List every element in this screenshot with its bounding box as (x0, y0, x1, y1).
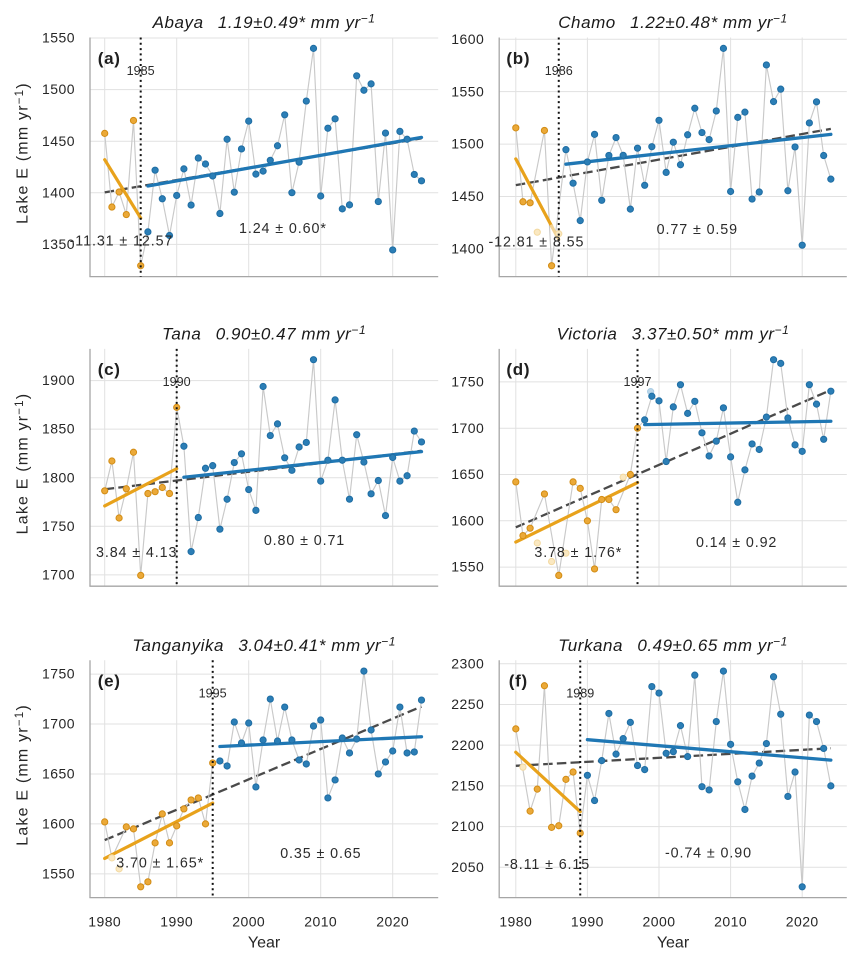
svg-text:Year: Year (248, 935, 281, 952)
svg-text:-12.81 ± 8.55: -12.81 ± 8.55 (488, 235, 584, 251)
svg-text:2200: 2200 (451, 737, 484, 753)
svg-text:1550: 1550 (451, 559, 484, 575)
svg-text:1400: 1400 (451, 241, 484, 257)
svg-text:0.35 ± 0.65: 0.35 ± 0.65 (280, 846, 361, 862)
svg-text:Turkana 0.49±0.65 mm yr−1: Turkana 0.49±0.65 mm yr−1 (558, 634, 788, 655)
svg-text:1500: 1500 (451, 136, 484, 152)
svg-text:2100: 2100 (451, 818, 484, 834)
svg-text:1600: 1600 (42, 815, 75, 831)
svg-text:1700: 1700 (42, 566, 75, 582)
svg-text:1550: 1550 (451, 83, 484, 99)
svg-text:2000: 2000 (643, 914, 676, 930)
svg-text:1600: 1600 (451, 512, 484, 528)
svg-text:1450: 1450 (42, 133, 75, 149)
svg-text:Tanganyika 3.04±0.41* mm yr−1: Tanganyika 3.04±0.41* mm yr−1 (132, 634, 396, 655)
svg-text:1450: 1450 (451, 188, 484, 204)
svg-text:1995: 1995 (199, 687, 227, 701)
svg-text:1700: 1700 (42, 716, 75, 732)
svg-text:1900: 1900 (42, 372, 75, 388)
svg-text:1650: 1650 (42, 766, 75, 782)
svg-text:2010: 2010 (714, 914, 747, 930)
svg-text:2150: 2150 (451, 777, 484, 793)
svg-text:1650: 1650 (451, 466, 484, 482)
svg-text:1985: 1985 (127, 64, 155, 78)
svg-text:2300: 2300 (451, 655, 484, 671)
svg-text:Abaya 1.19±0.49* mm yr−1: Abaya 1.19±0.49* mm yr−1 (152, 12, 376, 33)
svg-text:3.84 ± 4.13: 3.84 ± 4.13 (96, 545, 177, 561)
svg-text:1600: 1600 (451, 31, 484, 47)
svg-text:Chamo 1.22±0.48* mm yr−1: Chamo 1.22±0.48* mm yr−1 (558, 12, 788, 33)
svg-text:3.78 ± 1.76*: 3.78 ± 1.76* (534, 545, 622, 561)
svg-text:Tana 0.90±0.47 mm yr−1: Tana 0.90±0.47 mm yr−1 (162, 323, 366, 344)
svg-text:1986: 1986 (545, 64, 573, 78)
svg-text:1980: 1980 (499, 914, 532, 930)
svg-text:1980: 1980 (88, 914, 121, 930)
svg-text:1500: 1500 (42, 81, 75, 97)
svg-text:(c): (c) (98, 360, 121, 379)
svg-text:2010: 2010 (304, 914, 337, 930)
svg-text:2050: 2050 (451, 859, 484, 875)
svg-text:1400: 1400 (42, 184, 75, 200)
svg-text:(f): (f) (509, 671, 528, 690)
svg-text:1800: 1800 (42, 469, 75, 485)
svg-text:1350: 1350 (42, 236, 75, 252)
svg-text:1550: 1550 (42, 865, 75, 881)
svg-text:0.14 ± 0.92: 0.14 ± 0.92 (696, 535, 777, 551)
svg-text:1990: 1990 (160, 914, 193, 930)
svg-text:2000: 2000 (232, 914, 265, 930)
svg-text:2020: 2020 (786, 914, 819, 930)
svg-text:3.70 ± 1.65*: 3.70 ± 1.65* (116, 856, 204, 872)
svg-text:Year: Year (657, 935, 690, 952)
svg-text:1750: 1750 (42, 666, 75, 682)
svg-text:1750: 1750 (42, 518, 75, 534)
svg-text:1850: 1850 (42, 421, 75, 437)
svg-text:(a): (a) (98, 49, 121, 68)
svg-text:1700: 1700 (451, 420, 484, 436)
svg-text:1997: 1997 (624, 375, 652, 389)
svg-text:1.24 ± 0.60*: 1.24 ± 0.60* (239, 221, 327, 237)
svg-text:(b): (b) (506, 49, 530, 68)
svg-text:(e): (e) (98, 671, 121, 690)
svg-text:1550: 1550 (42, 30, 75, 46)
svg-text:2250: 2250 (451, 696, 484, 712)
svg-text:Lake E (mm yr−1): Lake E (mm yr−1) (14, 82, 32, 224)
svg-text:Lake E (mm yr−1): Lake E (mm yr−1) (14, 393, 32, 535)
svg-text:1990: 1990 (163, 375, 191, 389)
svg-text:-0.74 ± 0.90: -0.74 ± 0.90 (665, 846, 752, 862)
svg-text:-8.11 ± 6.15: -8.11 ± 6.15 (504, 857, 590, 873)
svg-text:1990: 1990 (571, 914, 604, 930)
svg-text:2020: 2020 (376, 914, 409, 930)
svg-text:1989: 1989 (566, 687, 594, 701)
svg-text:1750: 1750 (451, 374, 484, 390)
svg-text:-11.31 ± 12.57: -11.31 ± 12.57 (70, 233, 174, 249)
svg-text:0.80 ± 0.71: 0.80 ± 0.71 (264, 533, 345, 549)
svg-text:0.77 ± 0.59: 0.77 ± 0.59 (657, 222, 738, 238)
svg-text:Lake E (mm yr−1): Lake E (mm yr−1) (14, 704, 32, 846)
svg-text:Victoria 3.37±0.50* mm yr−1: Victoria 3.37±0.50* mm yr−1 (557, 323, 790, 344)
svg-text:(d): (d) (506, 360, 530, 379)
